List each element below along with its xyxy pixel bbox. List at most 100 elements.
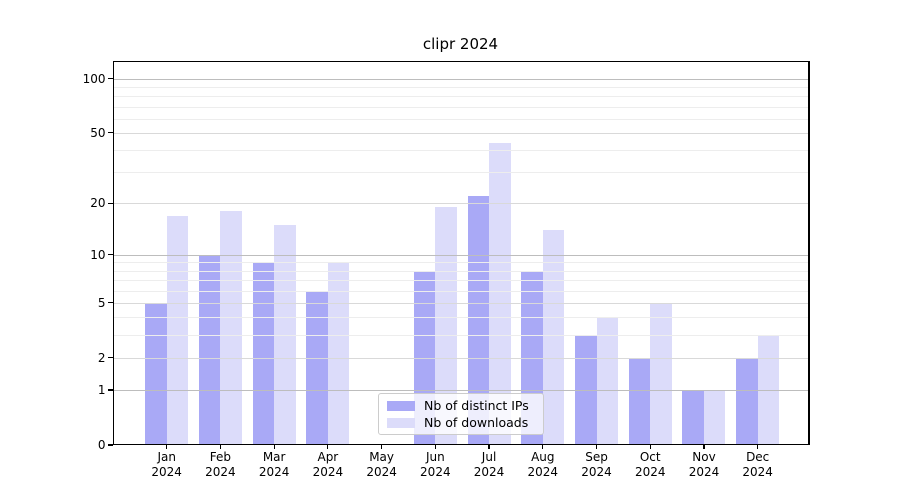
x-tick-year-jul: 2024 bbox=[473, 465, 505, 479]
gridline-y-1 bbox=[112, 389, 810, 391]
x-tick-label-jun: Jun 2024 bbox=[407, 450, 463, 480]
gridline-y-50 bbox=[112, 132, 810, 134]
x-tick-year-feb: 2024 bbox=[205, 465, 236, 479]
x-tick-year-aug: 2024 bbox=[527, 465, 559, 479]
bar-downloads-dec bbox=[757, 334, 780, 445]
x-tick-month-aug: Aug bbox=[531, 450, 555, 464]
gridline-y-100 bbox=[112, 78, 810, 80]
gridline-y-2 bbox=[112, 357, 810, 359]
x-tick-year-nov: 2024 bbox=[688, 465, 720, 479]
x-tick-year-jun: 2024 bbox=[420, 465, 451, 479]
x-tick-label-oct: Oct 2024 bbox=[622, 450, 678, 480]
x-tick-month-mar: Mar bbox=[262, 450, 286, 464]
x-tick-label-jul: Jul 2024 bbox=[461, 450, 517, 480]
x-tick-label-dec: Dec 2024 bbox=[730, 450, 786, 480]
bar-distinct-ips-mar bbox=[252, 262, 275, 445]
bar-downloads-mar bbox=[274, 224, 296, 445]
gridline-y-minor-9 bbox=[112, 262, 810, 264]
gridline-y-20 bbox=[112, 203, 810, 205]
legend-item-downloads: Nb of downloads bbox=[387, 415, 535, 430]
legend: Nb of distinct IPs Nb of downloads bbox=[378, 393, 544, 435]
x-tick-year-mar: 2024 bbox=[258, 465, 290, 479]
bar-downloads-jun bbox=[435, 207, 457, 445]
bar-distinct-ips-feb bbox=[198, 254, 221, 445]
gridline-y-minor-7 bbox=[112, 279, 810, 281]
bar-downloads-sep bbox=[596, 317, 619, 445]
gridline-y-minor-4 bbox=[112, 317, 810, 319]
bar-distinct-ips-jul bbox=[467, 196, 490, 445]
bar-downloads-jan bbox=[166, 215, 189, 445]
x-tick-month-sep: Sep bbox=[585, 450, 608, 464]
bar-distinct-ips-nov bbox=[682, 389, 704, 445]
x-tick-year-dec: 2024 bbox=[742, 465, 773, 479]
x-tick-month-jun: Jun bbox=[425, 450, 445, 464]
x-tick-month-nov: Nov bbox=[692, 450, 716, 464]
y-tick-label-2: 2 bbox=[97, 350, 106, 365]
gridline-y-minor-6 bbox=[112, 290, 810, 292]
bar-downloads-feb bbox=[220, 211, 242, 445]
gridline-y-minor-70 bbox=[112, 106, 810, 108]
gridline-y-minor-3 bbox=[112, 334, 810, 336]
x-tick-year-jan: 2024 bbox=[151, 465, 182, 479]
gridline-y-minor-90 bbox=[112, 86, 810, 88]
y-tick-label-5: 5 bbox=[97, 295, 106, 310]
spine-top bbox=[112, 61, 810, 63]
x-tick-month-jul: Jul bbox=[481, 450, 497, 464]
x-tick-month-apr: Apr bbox=[317, 450, 339, 464]
y-tick-10 bbox=[107, 254, 113, 256]
y-tick-label-20: 20 bbox=[90, 196, 106, 211]
x-tick-aug bbox=[542, 445, 544, 449]
y-tick-label-100: 100 bbox=[82, 71, 106, 86]
y-tick-label-1: 1 bbox=[97, 382, 106, 397]
gridline-y-minor-30 bbox=[112, 172, 810, 174]
x-tick-label-feb: Feb 2024 bbox=[192, 450, 248, 480]
legend-swatch-downloads bbox=[387, 417, 415, 428]
x-tick-label-sep: Sep 2024 bbox=[569, 450, 625, 480]
y-tick-50 bbox=[107, 132, 113, 134]
x-tick-label-aug: Aug 2024 bbox=[515, 450, 571, 480]
gridline-y-minor-8 bbox=[112, 270, 810, 272]
legend-label-downloads: Nb of downloads bbox=[424, 415, 529, 430]
gridline-y-minor-60 bbox=[112, 118, 810, 120]
y-tick-2 bbox=[107, 357, 113, 359]
gridline-y-5 bbox=[112, 302, 810, 304]
x-tick-label-nov: Nov 2024 bbox=[676, 450, 732, 480]
x-tick-nov bbox=[703, 445, 705, 449]
x-tick-jul bbox=[488, 445, 490, 449]
bar-distinct-ips-dec bbox=[736, 357, 758, 445]
y-tick-20 bbox=[107, 202, 113, 204]
x-tick-dec bbox=[757, 445, 759, 449]
bar-downloads-aug bbox=[542, 230, 565, 445]
chart-title: clipr 2024 bbox=[422, 35, 499, 53]
bar-distinct-ips-apr bbox=[306, 290, 328, 445]
x-tick-month-dec: Dec bbox=[746, 450, 770, 464]
x-tick-label-mar: Mar 2024 bbox=[246, 450, 302, 480]
x-tick-label-may: May 2024 bbox=[354, 450, 410, 480]
x-tick-sep bbox=[595, 445, 598, 449]
x-tick-year-apr: 2024 bbox=[312, 465, 344, 479]
plot-area: 0 1 2 5 10 20 50 100 Jan 2024 Feb 2024 Mar 2024 Apr 202… bbox=[83, 61, 810, 479]
x-tick-month-oct: Oct bbox=[639, 450, 661, 464]
spine-left bbox=[112, 61, 114, 445]
legend-swatch-distinct-ips bbox=[387, 400, 415, 411]
legend-item-distinct-ips: Nb of distinct IPs bbox=[387, 398, 535, 413]
gridline-y-minor-40 bbox=[112, 150, 810, 152]
x-tick-feb bbox=[219, 445, 221, 449]
y-tick-label-50: 50 bbox=[90, 125, 106, 140]
y-tick-label-10: 10 bbox=[90, 247, 106, 262]
x-tick-jun bbox=[434, 445, 436, 449]
y-tick-1 bbox=[107, 389, 113, 391]
legend-label-distinct-ips: Nb of distinct IPs bbox=[424, 398, 529, 413]
x-tick-label-jan: Jan 2024 bbox=[139, 450, 195, 480]
bar-distinct-ips-oct bbox=[628, 357, 651, 445]
x-tick-apr bbox=[327, 445, 329, 449]
bar-distinct-ips-jan bbox=[145, 302, 167, 445]
x-tick-year-oct: 2024 bbox=[634, 465, 666, 479]
gridline-y-10 bbox=[112, 254, 810, 256]
bar-downloads-apr bbox=[327, 262, 350, 445]
gridline-y-minor-80 bbox=[112, 96, 810, 98]
x-tick-month-may: May bbox=[369, 450, 394, 464]
y-tick-label-0: 0 bbox=[97, 438, 106, 452]
x-tick-month-feb: Feb bbox=[209, 450, 232, 464]
